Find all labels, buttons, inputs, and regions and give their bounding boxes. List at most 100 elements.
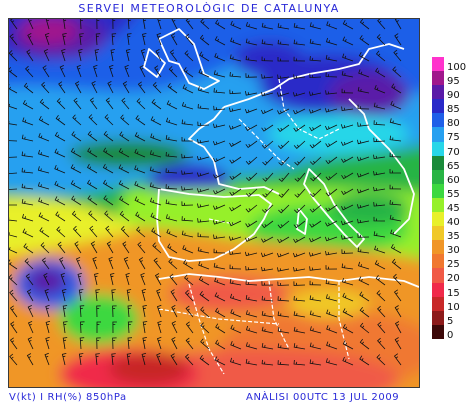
wind-barb (200, 19, 210, 30)
wind-barb (184, 289, 194, 302)
wind-barb (79, 305, 85, 318)
wind-barb (124, 64, 130, 78)
wind-barb (156, 336, 162, 350)
wind-barb (341, 172, 354, 180)
legend-item: 75 (432, 127, 472, 143)
legend-swatch (432, 212, 444, 227)
wind-barb (39, 227, 50, 238)
wind-barb (293, 140, 306, 149)
legend-swatch (432, 71, 444, 86)
wind-barb (394, 19, 402, 30)
wind-barb (214, 277, 226, 286)
wind-barb (165, 135, 178, 142)
legend-item: 10 (432, 296, 472, 312)
wind-barb (112, 337, 117, 350)
wind-barb (139, 65, 146, 78)
legend-label: 20 (447, 273, 460, 285)
wind-barb (309, 342, 322, 350)
wind-barb (276, 252, 290, 258)
wind-barb (70, 180, 82, 190)
wind-barb (359, 338, 370, 350)
wind-barb (212, 204, 226, 210)
wind-barb (393, 289, 402, 302)
wind-barb (38, 116, 50, 126)
wind-barb (120, 114, 130, 126)
wind-barb (309, 38, 322, 46)
wind-barb (198, 261, 210, 270)
wind-barb (165, 184, 178, 190)
wind-barb (276, 92, 290, 97)
wind-barb (111, 353, 116, 366)
legend-item: 5 (432, 310, 472, 327)
wind-barb (184, 50, 194, 62)
wind-barb (9, 172, 18, 175)
legend-item: 90 (432, 85, 472, 101)
wind-barb (294, 156, 306, 166)
wind-barb (357, 86, 370, 94)
wind-barb (59, 257, 66, 270)
legend-label: 45 (447, 202, 460, 214)
wind-barb (245, 188, 258, 197)
wind-barb (245, 342, 258, 350)
wind-barb (375, 274, 386, 286)
wind-barb (9, 66, 18, 78)
wind-barb (200, 306, 210, 318)
wind-barb (142, 33, 147, 46)
legend-swatch (432, 282, 444, 297)
wind-barb (261, 326, 274, 334)
wind-barb (38, 197, 50, 206)
wind-barb (277, 360, 290, 366)
wind-barb (325, 90, 338, 95)
wind-barb (27, 33, 34, 46)
wind-barb (102, 163, 114, 174)
wind-barb (278, 204, 290, 214)
wind-barb (181, 170, 194, 175)
wind-barb (377, 19, 386, 30)
wind-barb (293, 326, 306, 334)
wind-barb (171, 337, 178, 350)
wind-barb (261, 281, 274, 286)
wind-barb (390, 100, 402, 110)
wind-barb (373, 120, 386, 126)
wind-barb (309, 359, 322, 366)
wind-barb (357, 247, 370, 254)
wind-barb (326, 21, 338, 30)
wind-barb (55, 211, 66, 222)
wind-barb (150, 133, 162, 142)
wind-barb (261, 204, 274, 214)
legend-label: 5 (447, 315, 454, 327)
wind-barb (118, 180, 130, 190)
wind-barb (260, 252, 274, 258)
wind-barb (21, 183, 34, 190)
wind-barb (359, 306, 370, 318)
wind-barb (154, 273, 162, 286)
legend-swatch (432, 169, 444, 184)
wind-barb (394, 33, 402, 46)
wind-barb (391, 258, 402, 270)
wind-barb (230, 37, 242, 46)
wind-barb (9, 305, 18, 318)
wind-barb (134, 196, 146, 206)
wind-barb (260, 108, 274, 115)
wind-barb (152, 242, 162, 254)
wind-barb (169, 49, 178, 62)
legend-swatch (432, 183, 444, 198)
wind-barb (140, 48, 146, 62)
wind-barb (104, 114, 114, 126)
wind-barb (278, 156, 290, 166)
wind-barb (79, 33, 84, 46)
wind-barb (245, 124, 258, 131)
legend-swatch (432, 99, 444, 114)
wind-barb (341, 277, 354, 286)
wind-barb (149, 166, 162, 174)
wind-barb (171, 321, 178, 334)
wind-barb (196, 172, 210, 177)
wind-barb (325, 220, 338, 227)
wind-barb (102, 179, 114, 190)
legend-item: 100 (432, 57, 472, 73)
wind-barb (44, 32, 50, 46)
wind-barb (134, 165, 146, 174)
wind-barb (373, 202, 386, 207)
wind-barb (9, 103, 18, 110)
legend-swatch (432, 155, 444, 170)
